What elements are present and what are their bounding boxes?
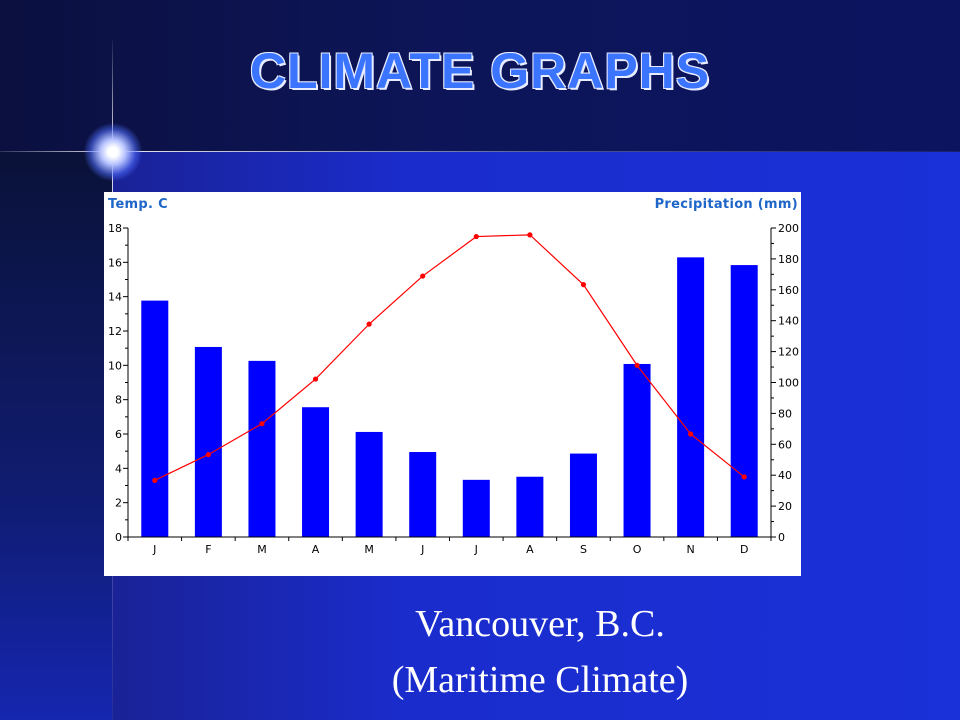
title-band — [0, 0, 960, 152]
right-tick-label: 200 — [778, 222, 799, 235]
left-tick-label: 8 — [115, 394, 122, 407]
month-label: A — [312, 543, 320, 556]
left-tick-label: 16 — [108, 256, 122, 269]
month-label: J — [152, 543, 156, 556]
right-tick-label: 60 — [778, 438, 792, 451]
precip-bar — [516, 476, 544, 537]
right-tick-label: 20 — [778, 500, 792, 513]
month-label: M — [364, 543, 374, 556]
left-tick-label: 0 — [115, 531, 122, 544]
precip-bar — [409, 452, 437, 537]
precip-bar — [355, 431, 383, 537]
precip-bar — [248, 360, 276, 537]
precip-bar — [677, 257, 705, 537]
left-tick-label: 18 — [108, 222, 122, 235]
precip-bar — [302, 407, 330, 537]
temperature-point — [741, 474, 747, 480]
chart-plot: 0246810121416180204060801001201401601802… — [108, 222, 799, 556]
caption-climate: (Maritime Climate) — [391, 659, 689, 701]
temperature-point — [205, 452, 211, 458]
right-tick-label: 40 — [778, 469, 792, 482]
precip-bar — [194, 346, 222, 537]
right-tick-label: 140 — [778, 315, 799, 328]
right-tick-label: 80 — [778, 407, 792, 420]
lens-flare-icon — [84, 123, 142, 181]
month-label: D — [740, 543, 748, 556]
right-tick-label: 120 — [778, 346, 799, 359]
month-label: A — [526, 543, 534, 556]
month-label: N — [687, 543, 695, 556]
caption-city: Vancouver, B.C. — [415, 603, 665, 645]
month-label: F — [205, 543, 211, 556]
month-label: S — [580, 543, 587, 556]
temperature-point — [152, 477, 158, 483]
right-tick-label: 160 — [778, 284, 799, 297]
right-tick-label: 0 — [778, 531, 785, 544]
precip-bar — [623, 363, 651, 537]
right-tick-label: 100 — [778, 377, 799, 390]
month-label: J — [420, 543, 424, 556]
precip-bar — [569, 453, 597, 537]
left-tick-label: 2 — [115, 497, 122, 510]
right-tick-label: 180 — [778, 253, 799, 266]
precip-bar — [730, 265, 758, 537]
left-tick-label: 14 — [108, 291, 122, 304]
temperature-point — [366, 321, 372, 327]
climate-chart: Temp. C Precipitation (mm) 0 2 4 6 8 10 12 14 16… — [104, 192, 801, 576]
precip-bar — [462, 479, 490, 537]
temperature-point — [259, 421, 265, 427]
right-axis-title: Precipitation (mm) — [654, 197, 798, 212]
temperature-point — [634, 362, 640, 368]
temperature-point — [420, 273, 426, 279]
temperature-point — [688, 431, 694, 437]
month-label: J — [474, 543, 478, 556]
temperature-point — [580, 282, 587, 288]
month-label: M — [257, 543, 267, 556]
left-tick-label: 4 — [115, 462, 122, 475]
left-tick-label: 12 — [108, 325, 122, 338]
precip-bar — [141, 300, 169, 537]
month-label: O — [633, 543, 642, 556]
temperature-point — [527, 232, 533, 238]
temperature-point — [312, 376, 319, 382]
left-tick-label: 6 — [115, 428, 122, 441]
temperature-line — [154, 234, 745, 481]
left-axis-title: Temp. C — [108, 197, 168, 212]
left-tick-label: 10 — [108, 359, 122, 372]
slide-title: CLIMATE GRAPHS — [249, 43, 711, 99]
horizontal-light-line — [0, 151, 960, 152]
left-band — [0, 152, 112, 720]
temperature-point — [473, 233, 479, 240]
